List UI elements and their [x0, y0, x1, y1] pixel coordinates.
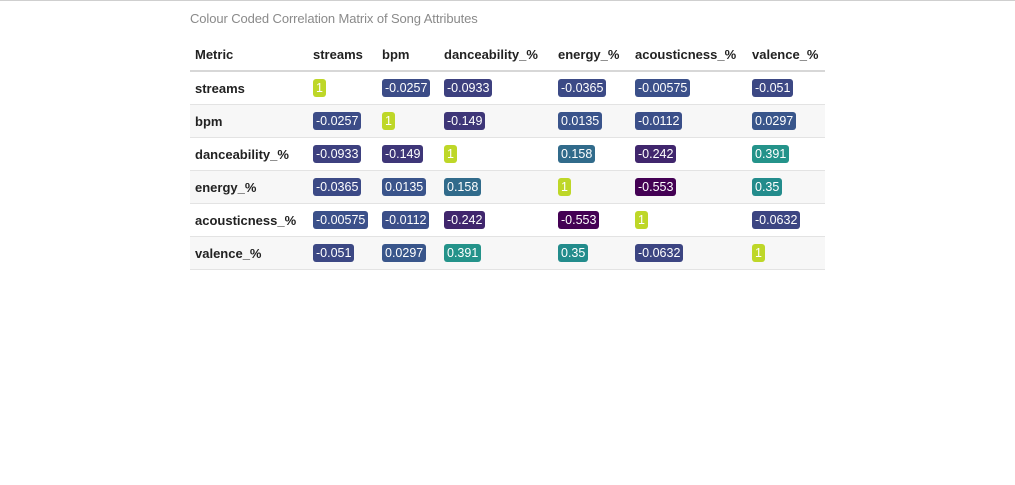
correlation-value: 1: [558, 178, 571, 196]
correlation-value: -0.149: [444, 112, 486, 130]
matrix-cell: -0.0933: [439, 71, 553, 105]
matrix-cell: -0.0365: [308, 170, 377, 204]
matrix-cell: 0.158: [439, 170, 553, 204]
correlation-value: 0.0135: [558, 112, 603, 130]
table-row: valence_% -0.051 0.0297 0.391 0.35 -0.0632 1: [190, 236, 825, 270]
matrix-cell: -0.0112: [377, 203, 439, 237]
matrix-cell: -0.0632: [630, 236, 747, 270]
correlation-value: -0.051: [752, 79, 794, 97]
matrix-cell: 0.0135: [553, 104, 630, 138]
matrix-cell: -0.242: [439, 203, 553, 237]
correlation-value: -0.149: [382, 145, 424, 163]
matrix-cell: -0.0365: [553, 71, 630, 105]
correlation-table: Metric streams bpm danceability_% energy…: [190, 38, 825, 270]
matrix-cell: 1: [630, 203, 747, 237]
matrix-cell: 0.391: [747, 137, 825, 171]
matrix-cell: 0.0297: [377, 236, 439, 270]
correlation-value: 0.158: [444, 178, 482, 196]
matrix-cell: 1: [377, 104, 439, 138]
matrix-cell: -0.051: [747, 71, 825, 105]
matrix-cell: 0.0135: [377, 170, 439, 204]
correlation-value: 1: [313, 79, 326, 97]
matrix-cell: -0.0112: [630, 104, 747, 138]
correlation-value: 0.0297: [752, 112, 797, 130]
matrix-cell: -0.0257: [308, 104, 377, 138]
correlation-value: -0.0933: [313, 145, 362, 163]
correlation-value: -0.0112: [382, 211, 430, 229]
correlation-value: -0.0112: [635, 112, 683, 130]
matrix-cell: 1: [747, 236, 825, 270]
correlation-value: 1: [635, 211, 648, 229]
matrix-cell: 0.391: [439, 236, 553, 270]
correlation-value: 0.391: [444, 244, 482, 262]
correlation-value: -0.051: [313, 244, 355, 262]
correlation-value: -0.00575: [635, 79, 691, 97]
matrix-cell: -0.553: [553, 203, 630, 237]
correlation-value: -0.0632: [752, 211, 801, 229]
matrix-cell: -0.553: [630, 170, 747, 204]
matrix-cell: -0.149: [377, 137, 439, 171]
table-row: acousticness_% -0.00575 -0.0112 -0.242 -0.55…: [190, 203, 825, 237]
correlation-value: 0.158: [558, 145, 596, 163]
row-label: bpm: [190, 104, 308, 138]
matrix-body: streams 1 -0.0257 -0.0933 -0.0365 -0.00575 -0.…: [190, 71, 825, 270]
matrix-cell: -0.0257: [377, 71, 439, 105]
column-header: streams: [308, 38, 377, 72]
header-corner: Metric: [190, 38, 308, 72]
header-row: Metric streams bpm danceability_% energy…: [190, 38, 825, 72]
row-label: acousticness_%: [190, 203, 308, 237]
correlation-value: -0.553: [558, 211, 600, 229]
correlation-value: 0.35: [752, 178, 783, 196]
column-header: danceability_%: [439, 38, 553, 72]
correlation-value: 0.35: [558, 244, 589, 262]
correlation-value: -0.00575: [313, 211, 369, 229]
matrix-cell: -0.149: [439, 104, 553, 138]
table-row: streams 1 -0.0257 -0.0933 -0.0365 -0.00575 -0.…: [190, 71, 825, 105]
matrix-cell: -0.242: [630, 137, 747, 171]
matrix-cell: 0.35: [553, 236, 630, 270]
correlation-value: -0.0365: [558, 79, 607, 97]
matrix-cell: -0.0632: [747, 203, 825, 237]
correlation-value: 1: [382, 112, 395, 130]
row-label: danceability_%: [190, 137, 308, 171]
matrix-cell: 0.35: [747, 170, 825, 204]
column-header: valence_%: [747, 38, 825, 72]
row-label: valence_%: [190, 236, 308, 270]
correlation-value: 0.0297: [382, 244, 427, 262]
chart-title: Colour Coded Correlation Matrix of Song …: [190, 11, 478, 26]
table-row: bpm -0.0257 1 -0.149 0.0135 -0.0112 0.0297: [190, 104, 825, 138]
matrix-cell: -0.051: [308, 236, 377, 270]
correlation-value: 1: [752, 244, 765, 262]
correlation-value: -0.0257: [313, 112, 362, 130]
matrix-cell: 1: [439, 137, 553, 171]
column-header: acousticness_%: [630, 38, 747, 72]
correlation-value: -0.0933: [444, 79, 493, 97]
correlation-value: -0.0257: [382, 79, 431, 97]
matrix-cell: 0.158: [553, 137, 630, 171]
correlation-value: -0.242: [444, 211, 486, 229]
correlation-value: 0.391: [752, 145, 790, 163]
correlation-value: 0.0135: [382, 178, 427, 196]
matrix-cell: -0.0933: [308, 137, 377, 171]
table-row: danceability_% -0.0933 -0.149 1 0.158 -0.242 0…: [190, 137, 825, 171]
matrix-cell: 1: [553, 170, 630, 204]
top-divider: [0, 0, 1015, 1]
matrix-cell: -0.00575: [308, 203, 377, 237]
row-label: energy_%: [190, 170, 308, 204]
matrix-cell: 1: [308, 71, 377, 105]
row-label: streams: [190, 71, 308, 105]
matrix-cell: -0.00575: [630, 71, 747, 105]
correlation-value: -0.0365: [313, 178, 362, 196]
table-row: energy_% -0.0365 0.0135 0.158 1 -0.553 0.35: [190, 170, 825, 204]
column-header: energy_%: [553, 38, 630, 72]
correlation-value: -0.0632: [635, 244, 684, 262]
column-header: bpm: [377, 38, 439, 72]
correlation-value: 1: [444, 145, 457, 163]
matrix-cell: 0.0297: [747, 104, 825, 138]
correlation-value: -0.553: [635, 178, 677, 196]
correlation-value: -0.242: [635, 145, 677, 163]
